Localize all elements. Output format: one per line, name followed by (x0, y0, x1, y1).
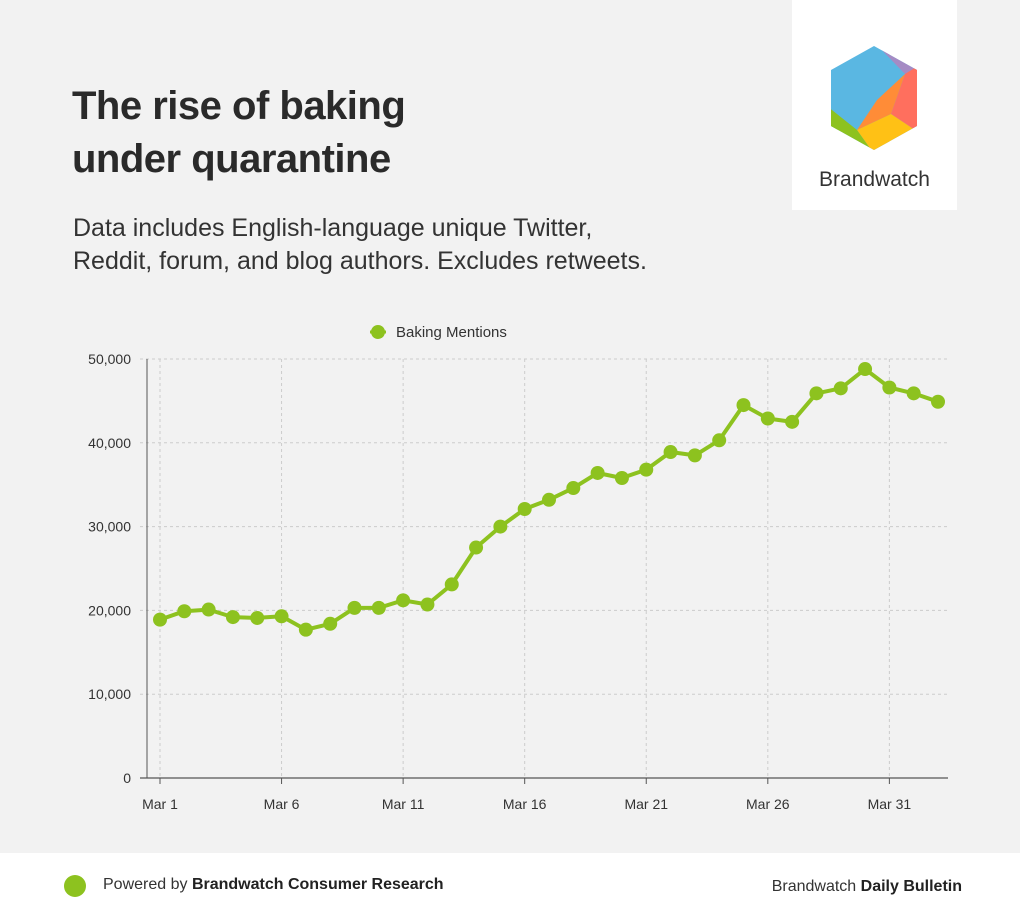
legend-label: Baking Mentions (396, 324, 507, 341)
data-point (469, 540, 484, 555)
data-point (590, 465, 605, 480)
subtitle-line-2: Reddit, forum, and blog authors. Exclude… (73, 247, 647, 275)
data-point (542, 492, 556, 507)
chart-subtitle: Data includes English-language unique Tw… (73, 212, 733, 278)
footer-green-dot-icon (64, 875, 86, 897)
data-point (882, 380, 897, 395)
brandwatch-logo: Brandwatch (792, 0, 957, 210)
title-line-1: The rise of baking (72, 84, 406, 128)
footer-bulletin: Daily Bulletin (860, 878, 962, 895)
data-point (833, 381, 848, 396)
data-point (663, 445, 678, 460)
data-point (444, 577, 459, 592)
subtitle-line-1: Data includes English-language unique Tw… (73, 214, 593, 242)
data-point (809, 386, 824, 401)
footer-daily-bulletin: Brandwatch Daily Bulletin (771, 878, 962, 895)
data-point (420, 597, 435, 612)
legend-marker (371, 325, 385, 339)
data-point (736, 398, 751, 413)
data-point (687, 448, 702, 463)
data-point (614, 470, 629, 485)
axes: 0 10,000 20,000 30,000 40,000 50,000 Mar 1 Mar … (88, 351, 948, 812)
x-tick-label: Mar 1 (142, 796, 178, 812)
brandwatch-hexagon-icon (831, 46, 917, 150)
footer-powered-by: Powered by Brandwatch Consumer Research (103, 876, 444, 893)
data-point (517, 502, 532, 517)
data-point (493, 519, 508, 534)
legend: Baking Mentions (370, 324, 507, 341)
data-point (153, 612, 167, 627)
data-point (639, 462, 654, 477)
data-point (760, 411, 775, 426)
x-tick-label: Mar 11 (382, 796, 425, 812)
data-point (274, 609, 289, 624)
data-point (298, 622, 313, 637)
y-tick-label: 40,000 (88, 435, 131, 451)
x-tick-label: Mar 31 (868, 796, 912, 812)
x-tick-label: Mar 6 (264, 796, 300, 812)
data-point (323, 616, 338, 631)
data-point (250, 610, 265, 625)
footer-brand: Brandwatch Consumer Research (191, 876, 444, 893)
data-point (712, 433, 727, 448)
series-baking-mentions (153, 362, 945, 637)
y-tick-label: 0 (123, 770, 131, 786)
y-tick-label: 50,000 (88, 351, 131, 367)
data-point (347, 600, 362, 615)
title-line-2: under quarantine (72, 137, 391, 181)
x-tick-label: Mar 26 (746, 796, 790, 812)
data-point (225, 610, 240, 625)
data-point (858, 362, 873, 377)
data-point (177, 604, 192, 619)
data-point (396, 593, 411, 608)
data-point (371, 600, 386, 615)
line-chart: 0 10,000 20,000 30,000 40,000 50,000 Mar 1 Mar … (88, 324, 948, 812)
x-tick-label: Mar 21 (624, 796, 668, 812)
data-point (201, 602, 216, 617)
y-tick-label: 30,000 (88, 519, 131, 535)
data-point (931, 394, 945, 409)
y-tick-label: 20,000 (88, 602, 131, 618)
grid-lines (140, 358, 948, 778)
x-tick-label: Mar 16 (503, 796, 547, 812)
y-tick-label: 10,000 (88, 686, 131, 702)
data-point (566, 481, 581, 496)
data-point (785, 414, 800, 429)
logo-text: Brandwatch (819, 168, 930, 191)
footer (0, 853, 1020, 923)
data-point (906, 386, 921, 401)
chart-title: The rise of baking under quarantine (72, 80, 592, 186)
